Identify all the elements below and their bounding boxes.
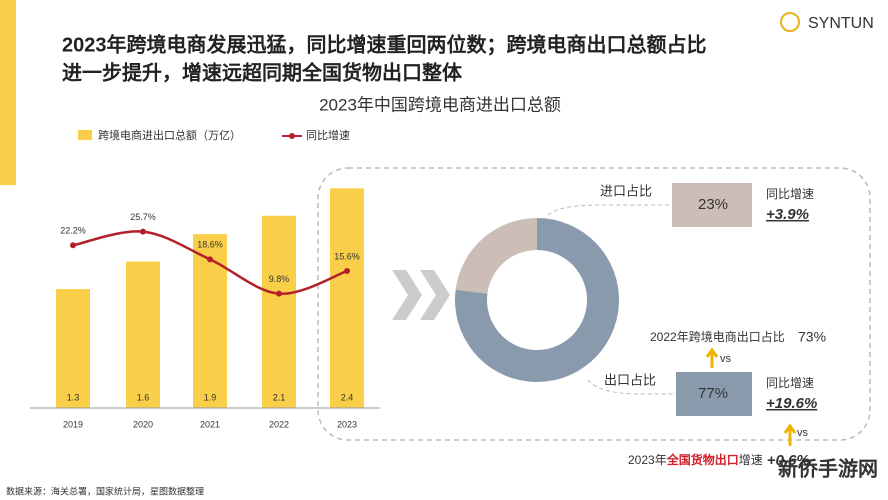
annotation-highlight: 全国货物出口 bbox=[666, 452, 739, 467]
growth-label: 18.6% bbox=[197, 240, 223, 250]
vs: vs bbox=[720, 353, 732, 365]
highlight-frame bbox=[317, 167, 871, 441]
bar bbox=[56, 289, 90, 408]
watermark: 新侨手游网 bbox=[778, 456, 878, 480]
logo: SYNTUN bbox=[780, 12, 874, 32]
value-box bbox=[676, 372, 752, 416]
source: 数据来源：海关总署，国家统计局，星图数据整理 bbox=[6, 485, 204, 496]
growth-title: 同比增速 bbox=[766, 187, 814, 201]
vs: vs bbox=[797, 427, 809, 439]
growth-label: 22.2% bbox=[60, 226, 86, 236]
bar-value-label: 2.4 bbox=[341, 392, 354, 402]
donut-slice bbox=[455, 218, 537, 294]
chevrons bbox=[392, 270, 450, 320]
growth-title: 同比增速 bbox=[766, 376, 814, 390]
value-label: 77% bbox=[698, 385, 728, 402]
growth-value: +3.9% bbox=[766, 206, 809, 223]
chart-title: 2023年中国跨境电商进出口总额 bbox=[319, 95, 561, 114]
annotation-value: 73% bbox=[798, 329, 826, 345]
x-tick-label: 2019 bbox=[63, 419, 83, 429]
bar bbox=[126, 261, 160, 408]
growth-point bbox=[344, 268, 350, 275]
annotation-value: +0.6% bbox=[767, 452, 810, 469]
x-tick-label: 2022 bbox=[269, 419, 289, 429]
bar-value-label: 1.9 bbox=[204, 392, 217, 402]
growth-label: 15.6% bbox=[334, 251, 360, 261]
growth-value: +19.6% bbox=[766, 395, 817, 412]
category-label: 出口占比 bbox=[604, 372, 656, 387]
x-tick-label: 2023 bbox=[337, 419, 357, 429]
donut-slice bbox=[455, 218, 619, 382]
value-box bbox=[672, 183, 752, 227]
growth-point bbox=[140, 228, 146, 235]
arrow bbox=[783, 423, 797, 446]
bar-value-label: 1.3 bbox=[67, 392, 80, 402]
growth-point bbox=[207, 256, 213, 263]
x-tick-label: 2021 bbox=[200, 419, 220, 429]
title: 进一步提升，增速远超同期全国货物出口整体 bbox=[62, 60, 463, 84]
growth-label: 25.7% bbox=[130, 212, 156, 222]
annotation: 2022年跨境电商出口占比 bbox=[650, 329, 785, 344]
x-tick-label: 2020 bbox=[133, 419, 153, 429]
growth-label: 9.8% bbox=[269, 274, 290, 284]
bar bbox=[193, 234, 227, 408]
legend-swatch bbox=[289, 133, 295, 139]
category-label: 进口占比 bbox=[600, 183, 652, 198]
annotation-text: 增速 bbox=[739, 453, 763, 467]
annotation: 2023年全国货物出口增速 +0.6% bbox=[628, 452, 810, 469]
bar bbox=[262, 215, 296, 408]
bar-value-label: 1.6 bbox=[137, 392, 150, 402]
logo-text: SYNTUN bbox=[808, 15, 874, 32]
legend-label: 同比增速 bbox=[306, 128, 350, 142]
connector bbox=[547, 204, 672, 216]
bar-value-label: 2.1 bbox=[273, 392, 286, 402]
legend-label: 跨境电商进出口总额（万亿） bbox=[98, 128, 241, 142]
growth-point bbox=[70, 242, 76, 249]
accent-bar bbox=[0, 0, 16, 185]
legend-swatch bbox=[78, 130, 92, 140]
arrow bbox=[705, 347, 719, 368]
value-label: 23% bbox=[698, 196, 728, 213]
annotation-text: 2023年 bbox=[628, 453, 667, 467]
bar bbox=[330, 188, 364, 408]
title: 2023年跨境电商发展迅猛，同比增速重回两位数；跨境电商出口总额占比 bbox=[62, 32, 707, 56]
growth-point bbox=[276, 290, 282, 297]
